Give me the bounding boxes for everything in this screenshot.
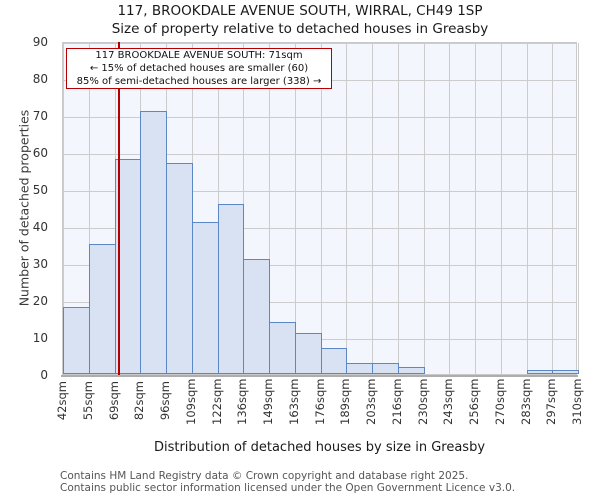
gridline-h bbox=[63, 191, 576, 192]
x-tick-label: 96sqm bbox=[158, 381, 172, 421]
histogram-bar bbox=[346, 363, 373, 374]
y-tick-label: 40 bbox=[32, 219, 48, 234]
gridline-v bbox=[500, 43, 502, 374]
plot-area bbox=[62, 42, 579, 375]
histogram-bar bbox=[191, 222, 219, 374]
x-tick-label: 270sqm bbox=[492, 378, 507, 425]
gridline-h bbox=[63, 43, 576, 44]
annotation-line1: 117 BROOKDALE AVENUE SOUTH: 71sqm bbox=[95, 50, 303, 61]
gridline-h bbox=[63, 265, 576, 266]
y-tick-label: 90 bbox=[32, 34, 48, 49]
histogram-bar bbox=[294, 333, 322, 374]
chart-subtitle: Size of property relative to detached ho… bbox=[111, 21, 489, 37]
histogram-bar bbox=[217, 204, 245, 374]
histogram-bar bbox=[166, 163, 193, 374]
gridline-h bbox=[63, 154, 576, 155]
gridline-v bbox=[346, 43, 348, 374]
x-tick-label: 283sqm bbox=[518, 378, 533, 425]
gridline-h bbox=[63, 228, 576, 229]
x-tick-label: 297sqm bbox=[544, 378, 559, 425]
histogram-bar bbox=[269, 322, 296, 374]
histogram-bar bbox=[140, 111, 167, 374]
y-tick-label: 60 bbox=[32, 145, 48, 160]
x-tick-label: 176sqm bbox=[312, 378, 327, 425]
x-tick-label: 310sqm bbox=[570, 378, 584, 425]
x-tick-label: 189sqm bbox=[338, 378, 353, 425]
x-tick-label: 216sqm bbox=[389, 378, 404, 425]
y-tick-label: 20 bbox=[32, 293, 48, 308]
gridline-h bbox=[63, 117, 576, 118]
gridline-h bbox=[63, 302, 576, 303]
x-tick-label: 82sqm bbox=[132, 381, 147, 421]
histogram-bar bbox=[552, 370, 579, 374]
histogram-bar bbox=[63, 307, 90, 374]
annotation-box: 117 BROOKDALE AVENUE SOUTH: 71sqm ← 15% … bbox=[66, 48, 332, 89]
y-tick-label: 50 bbox=[32, 182, 48, 197]
gridline-v bbox=[269, 43, 270, 374]
gridline-v bbox=[526, 43, 528, 374]
gridline-v bbox=[397, 43, 399, 374]
histogram-bar bbox=[526, 370, 554, 374]
y-tick-label: 80 bbox=[32, 71, 48, 86]
x-tick-label: 149sqm bbox=[261, 378, 275, 425]
footer-line2: Contains public sector information licen… bbox=[60, 481, 516, 494]
x-tick-label: 136sqm bbox=[235, 378, 250, 425]
x-tick-label: 122sqm bbox=[209, 378, 224, 425]
y-tick-label: 30 bbox=[32, 256, 48, 271]
x-tick-label: 230sqm bbox=[415, 378, 430, 425]
x-tick-label: 69sqm bbox=[106, 381, 121, 421]
gridline-v bbox=[63, 43, 64, 374]
x-tick-label: 203sqm bbox=[364, 378, 378, 425]
x-tick-label: 243sqm bbox=[441, 378, 456, 425]
histogram-bar bbox=[320, 348, 348, 374]
y-tick-label: 10 bbox=[32, 330, 48, 345]
chart-title: 117, BROOKDALE AVENUE SOUTH, WIRRAL, CH4… bbox=[117, 3, 483, 19]
gridline-v bbox=[320, 43, 322, 374]
x-tick-label: 163sqm bbox=[286, 378, 301, 425]
annotation-line3: 85% of semi-detached houses are larger (… bbox=[76, 75, 322, 87]
gridline-v bbox=[475, 43, 476, 374]
x-tick-label: 42sqm bbox=[55, 381, 69, 421]
histogram-bar bbox=[397, 367, 425, 374]
y-axis-label: Number of detached properties bbox=[16, 109, 32, 307]
gridline-v bbox=[372, 43, 373, 374]
gridline-v bbox=[423, 43, 425, 374]
x-tick-label: 55sqm bbox=[80, 381, 95, 421]
y-tick-label: 70 bbox=[32, 108, 48, 123]
histogram-bar bbox=[243, 259, 270, 374]
annotation-line2: ← 15% of detached houses are smaller (60… bbox=[89, 62, 309, 74]
gridline-v bbox=[88, 43, 90, 374]
y-tick-label: 0 bbox=[40, 367, 48, 382]
footer: Contains HM Land Registry data © Crown c… bbox=[60, 470, 516, 494]
x-axis-line bbox=[61, 375, 578, 377]
gridline-v bbox=[449, 43, 451, 374]
footer-line1: Contains HM Land Registry data © Crown c… bbox=[60, 470, 469, 482]
gridline-v bbox=[552, 43, 554, 374]
marker-line bbox=[118, 42, 120, 375]
x-axis-label: Distribution of detached houses by size … bbox=[153, 440, 486, 455]
gridline-v bbox=[578, 43, 579, 374]
histogram-bar bbox=[372, 363, 399, 374]
histogram-bar bbox=[88, 244, 116, 374]
x-tick-label: 256sqm bbox=[467, 378, 481, 425]
gridline-v bbox=[294, 43, 296, 374]
x-tick-label: 109sqm bbox=[183, 378, 198, 425]
